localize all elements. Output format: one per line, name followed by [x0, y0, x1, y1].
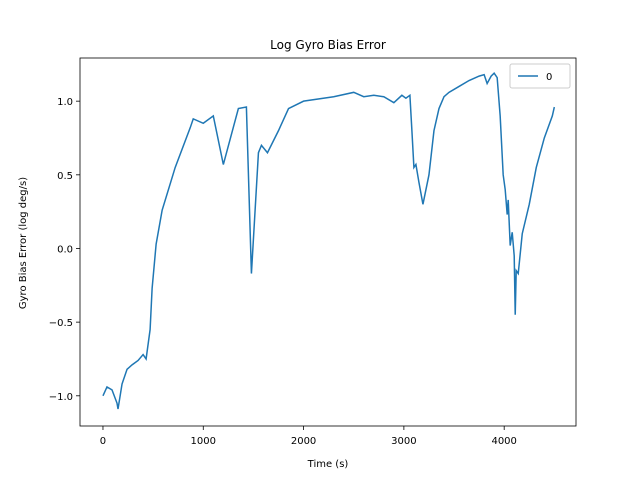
chart-title: Log Gyro Bias Error	[270, 38, 386, 52]
y-tick-label: −0.5	[49, 318, 73, 329]
legend-box	[509, 63, 571, 89]
x-tick-label: 3000	[391, 436, 416, 447]
x-tick-label: 4000	[491, 436, 516, 447]
x-tick-label: 1000	[191, 436, 216, 447]
y-tick-label: −1.0	[49, 392, 73, 403]
legend-label: 0	[546, 72, 552, 83]
plot-frame	[79, 57, 577, 427]
line-series	[102, 72, 556, 410]
y-tick-label: 1.0	[57, 97, 73, 108]
x-tick-label: 2000	[291, 436, 316, 447]
x-axis-label: Time (s)	[307, 459, 349, 470]
x-tick-label: 0	[100, 436, 106, 447]
y-axis-label: Gyro Bias Error (log deg/s)	[18, 177, 29, 309]
y-tick-label: 0.5	[57, 171, 73, 182]
y-tick-label: 0.0	[57, 244, 73, 255]
